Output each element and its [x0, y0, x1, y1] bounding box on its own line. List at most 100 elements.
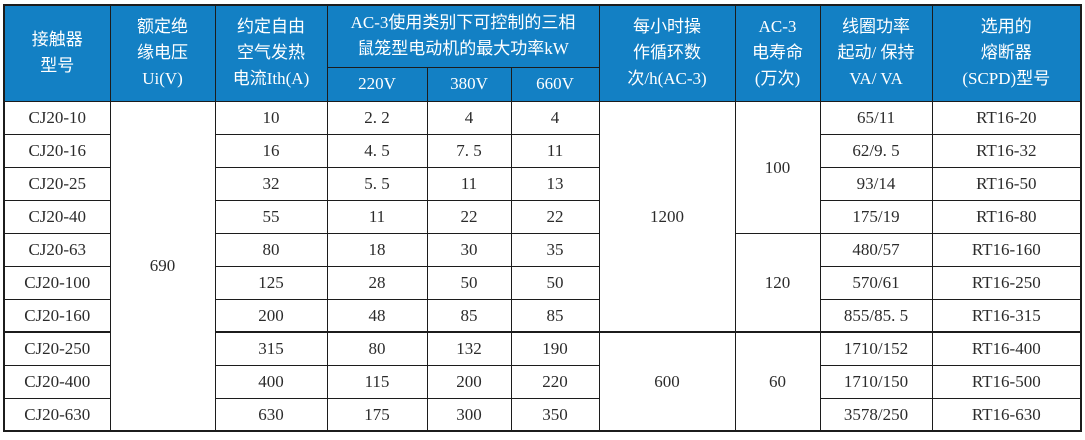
table-row: CJ20-160 200 48 85 85 855/85. 5 RT16-315 [3, 298, 1082, 333]
cell-fuse: RT16-250 [931, 265, 1082, 300]
col-header-rated-insulation-voltage: 额定绝 缘电压 Ui(V) [109, 4, 216, 102]
cell-kw-380: 50 [426, 265, 512, 300]
cell-coil-va: 62/9. 5 [819, 133, 933, 168]
cell-kw-380: 300 [426, 397, 512, 432]
cell-kw-220: 4. 5 [326, 133, 428, 168]
cell-ith: 10 [214, 100, 328, 135]
cell-fuse: RT16-315 [931, 298, 1082, 333]
cell-model: CJ20-63 [3, 232, 111, 267]
col-header-model: 接触器 型号 [3, 4, 111, 102]
cell-cycles-merged-600: 600 [598, 331, 736, 432]
cell-coil-va: 175/19 [819, 199, 933, 234]
cell-coil-va: 3578/250 [819, 397, 933, 432]
cell-fuse: RT16-50 [931, 166, 1082, 201]
cell-model: CJ20-25 [3, 166, 111, 201]
col-header-operating-cycles: 每小时操 作循环数 次/h(AC-3) [598, 4, 736, 102]
cell-kw-660: 50 [510, 265, 600, 300]
col-header-380v: 380V [426, 66, 512, 102]
cell-ith: 400 [214, 364, 328, 399]
col-header-ac3-max-power-group: AC-3使用类别下可控制的三相 鼠笼型电动机的最大功率kW [326, 4, 600, 68]
cell-life-merged-120: 120 [734, 232, 821, 333]
cell-kw-660: 13 [510, 166, 600, 201]
cell-kw-660: 190 [510, 331, 600, 366]
cell-kw-660: 350 [510, 397, 600, 432]
cell-model: CJ20-400 [3, 364, 111, 399]
cell-model: CJ20-250 [3, 331, 111, 366]
cell-fuse: RT16-32 [931, 133, 1082, 168]
table-row: CJ20-40 55 11 22 22 175/19 RT16-80 [3, 199, 1082, 234]
cell-kw-220: 11 [326, 199, 428, 234]
cell-kw-220: 18 [326, 232, 428, 267]
table-row: CJ20-400 400 115 200 220 1710/150 RT16-5… [3, 364, 1082, 399]
cell-kw-380: 30 [426, 232, 512, 267]
cell-model: CJ20-40 [3, 199, 111, 234]
cell-fuse: RT16-80 [931, 199, 1082, 234]
cell-kw-660: 4 [510, 100, 600, 135]
table-row: CJ20-63 80 18 30 35 120 480/57 RT16-160 [3, 232, 1082, 333]
cell-kw-220: 80 [326, 331, 428, 366]
cell-fuse: RT16-500 [931, 364, 1082, 399]
contactor-spec-table: 接触器 型号 额定绝 缘电压 Ui(V) 约定自由 空气发热 电流Ith(A) … [3, 4, 1083, 432]
cell-coil-va: 93/14 [819, 166, 933, 201]
cell-coil-va: 1710/152 [819, 331, 933, 366]
cell-coil-va: 1710/150 [819, 364, 933, 399]
cell-ith: 200 [214, 298, 328, 333]
cell-life-merged-60: 60 [734, 331, 821, 432]
cell-model: CJ20-100 [3, 265, 111, 300]
cell-kw-220: 5. 5 [326, 166, 428, 201]
cell-kw-220: 175 [326, 397, 428, 432]
cell-kw-380: 22 [426, 199, 512, 234]
cell-ith: 16 [214, 133, 328, 168]
cell-cycles-merged-1200: 1200 [598, 100, 736, 333]
cell-kw-660: 220 [510, 364, 600, 399]
table-row: CJ20-630 630 175 300 350 3578/250 RT16-6… [3, 397, 1082, 432]
cell-life-merged-100: 100 [734, 100, 821, 234]
cell-coil-va: 855/85. 5 [819, 298, 933, 333]
table-row: CJ20-250 315 80 132 190 600 60 1710/152 … [3, 331, 1082, 432]
cell-kw-380: 200 [426, 364, 512, 399]
table-row: CJ20-16 16 4. 5 7. 5 11 62/9. 5 RT16-32 [3, 133, 1082, 168]
cell-kw-660: 22 [510, 199, 600, 234]
cell-fuse: RT16-160 [931, 232, 1082, 267]
cell-kw-660: 85 [510, 298, 600, 333]
cell-ith: 55 [214, 199, 328, 234]
cell-ith: 630 [214, 397, 328, 432]
cell-coil-va: 570/61 [819, 265, 933, 300]
cell-kw-380: 132 [426, 331, 512, 366]
col-header-thermal-current: 约定自由 空气发热 电流Ith(A) [214, 4, 328, 102]
col-header-660v: 660V [510, 66, 600, 102]
col-header-220v: 220V [326, 66, 428, 102]
cell-kw-220: 2. 2 [326, 100, 428, 135]
cell-kw-220: 28 [326, 265, 428, 300]
cell-fuse: RT16-630 [931, 397, 1082, 432]
cell-rated-insulation-voltage-merged: 690 [109, 100, 216, 432]
cell-coil-va: 65/11 [819, 100, 933, 135]
table-row: CJ20-25 32 5. 5 11 13 93/14 RT16-50 [3, 166, 1082, 201]
cell-model: CJ20-16 [3, 133, 111, 168]
cell-kw-380: 7. 5 [426, 133, 512, 168]
cell-ith: 32 [214, 166, 328, 201]
cell-kw-220: 115 [326, 364, 428, 399]
cell-coil-va: 480/57 [819, 232, 933, 267]
cell-kw-660: 11 [510, 133, 600, 168]
cell-model: CJ20-630 [3, 397, 111, 432]
table-body: CJ20-10 690 10 2. 2 4 4 1200 100 65/11 R… [3, 100, 1082, 432]
cell-ith: 80 [214, 232, 328, 267]
cell-model: CJ20-160 [3, 298, 111, 333]
cell-ith: 315 [214, 331, 328, 366]
cell-kw-380: 85 [426, 298, 512, 333]
cell-ith: 125 [214, 265, 328, 300]
cell-fuse: RT16-20 [931, 100, 1082, 135]
table-row: CJ20-100 125 28 50 50 570/61 RT16-250 [3, 265, 1082, 300]
col-header-coil-power: 线圈功率 起动/ 保持 VA/ VA [819, 4, 933, 102]
table-row: CJ20-10 690 10 2. 2 4 4 1200 100 65/11 R… [3, 100, 1082, 432]
cell-kw-220: 48 [326, 298, 428, 333]
col-header-electrical-life: AC-3 电寿命 (万次) [734, 4, 821, 102]
cell-kw-380: 4 [426, 100, 512, 135]
col-header-fuse-type: 选用的 熔断器 (SCPD)型号 [931, 4, 1082, 102]
cell-kw-380: 11 [426, 166, 512, 201]
cell-kw-660: 35 [510, 232, 600, 267]
cell-fuse: RT16-400 [931, 331, 1082, 366]
cell-model: CJ20-10 [3, 100, 111, 135]
